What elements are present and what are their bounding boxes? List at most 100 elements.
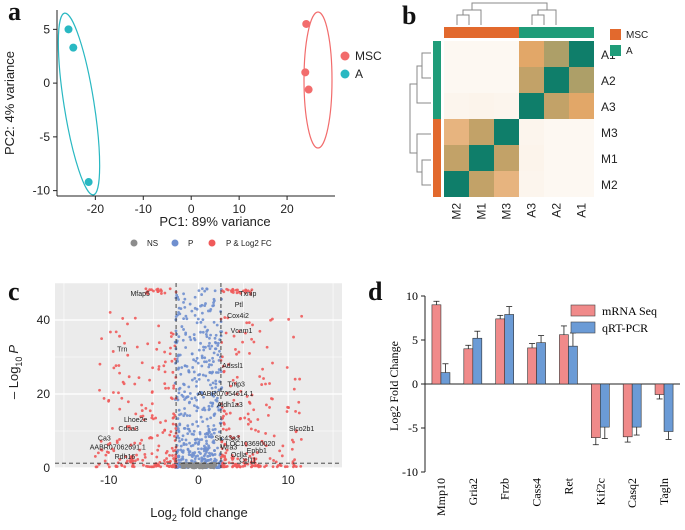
- volcano-point-fc: [257, 430, 260, 433]
- volcano-point-fc: [291, 460, 295, 464]
- volcano-point-fc: [172, 416, 176, 419]
- volcano-point-fc: [250, 288, 254, 292]
- volcano-point-p: [209, 416, 213, 420]
- volcano-point-ns: [192, 466, 196, 470]
- volcano-point-p: [205, 287, 209, 291]
- volcano-point-p: [216, 371, 220, 374]
- bar-qrt-pcr: [663, 383, 674, 432]
- volcano-point-fc: [299, 464, 303, 468]
- volcano-point-p: [187, 370, 191, 374]
- volcano-point-fc: [256, 451, 259, 454]
- volcano-point-p: [212, 424, 216, 427]
- volcano-point-p: [190, 459, 194, 463]
- volcano-point-fc: [293, 458, 296, 461]
- volcano-point-fc: [264, 444, 268, 448]
- volcano-point-p: [205, 330, 209, 333]
- volcano-point-fc: [140, 403, 144, 407]
- volcano-point-fc: [272, 434, 276, 438]
- volcano-point-fc: [251, 453, 255, 456]
- volcano-point-fc: [300, 314, 304, 318]
- volcano-point-fc: [260, 383, 264, 386]
- volcano-point-fc: [166, 460, 169, 464]
- volcano-point-p: [208, 347, 212, 351]
- volcano-point-p: [217, 466, 221, 470]
- volcano-point-fc: [107, 465, 111, 469]
- volcano-point-p: [197, 377, 201, 381]
- volcano-point-p: [184, 314, 188, 318]
- volcano-point-fc: [141, 414, 145, 418]
- volcano-point-fc: [248, 351, 251, 355]
- pca-point-a: [69, 43, 78, 52]
- volcano-point-p: [190, 397, 194, 400]
- bar-mrna-seq: [495, 318, 505, 385]
- volcano-point-fc: [237, 463, 241, 467]
- volcano-point-p: [214, 398, 218, 402]
- volcano-point-p: [208, 454, 212, 458]
- volcano-point-p: [208, 363, 211, 367]
- volcano-gene-label: Lhoe2e: [124, 417, 147, 424]
- volcano-point-p: [192, 404, 196, 407]
- volcano-point-p: [187, 385, 191, 389]
- volcano-point-fc: [239, 416, 242, 420]
- volcano-point-p: [209, 383, 212, 387]
- heatmap-cell: [494, 41, 519, 67]
- volcano-point-fc: [239, 291, 243, 295]
- volcano-point-p: [190, 352, 194, 356]
- volcano-point-fc: [293, 377, 297, 381]
- volcano-gene-label: Ccl11: [239, 457, 256, 464]
- volcano-point-fc: [163, 428, 167, 432]
- volcano-point-fc: [157, 341, 161, 345]
- volcano-point-fc: [221, 289, 224, 293]
- heatmap-cell: [544, 171, 569, 197]
- volcano-point-fc: [225, 448, 229, 452]
- volcano-point-p: [183, 305, 187, 309]
- volcano-point-p: [206, 447, 210, 451]
- volcano-point-p: [218, 349, 221, 353]
- volcano-point-fc: [236, 402, 240, 406]
- volcano-point-fc: [174, 427, 178, 430]
- volcano-legend-p: P: [188, 239, 193, 248]
- volcano-point-fc: [223, 442, 227, 446]
- volcano-point-fc: [154, 416, 158, 420]
- volcano-point-p: [177, 335, 181, 339]
- heatmap-cell: [569, 67, 594, 93]
- volcano-gene-label: Trn: [117, 346, 127, 353]
- volcano-point-fc: [103, 459, 107, 463]
- volcano-point-fc: [163, 459, 166, 462]
- volcano-point-p: [186, 432, 190, 435]
- volcano-gene-label: Ca3: [98, 435, 111, 442]
- volcano-point-fc: [220, 405, 224, 409]
- volcano-point-fc: [290, 447, 294, 451]
- volcano-point-p: [211, 453, 215, 457]
- volcano-point-fc: [224, 451, 228, 455]
- heatmap-cell: [544, 67, 569, 93]
- volcano-point-fc: [121, 380, 125, 384]
- volcano-gene-label: Rdh16: [115, 454, 136, 461]
- volcano-point-fc: [172, 457, 175, 460]
- volcano-point-p: [211, 381, 215, 385]
- volcano-point-p: [182, 443, 186, 446]
- bar-y-tick-label: 10: [406, 289, 418, 303]
- volcano-point-p: [204, 332, 208, 336]
- volcano-point-p: [216, 353, 220, 357]
- volcano-point-p: [195, 380, 199, 383]
- volcano-point-fc: [221, 364, 225, 368]
- volcano-point-fc: [171, 397, 174, 401]
- volcano-point-fc: [221, 416, 225, 420]
- volcano-point-fc: [237, 350, 241, 354]
- heatmap-cell: [519, 67, 544, 93]
- pca-x-tick-label: 20: [280, 202, 294, 216]
- volcano-point-p: [202, 447, 206, 451]
- volcano-point-fc: [99, 439, 103, 443]
- volcano-point-p: [211, 356, 214, 360]
- volcano-point-p: [174, 329, 178, 333]
- bar-category-label: Kif2c: [593, 478, 607, 505]
- volcano-point-fc: [170, 359, 174, 363]
- volcano-point-p: [197, 348, 201, 352]
- volcano-point-fc: [292, 440, 295, 444]
- volcano-point-fc: [285, 410, 289, 413]
- volcano-point-fc: [157, 365, 161, 368]
- volcano-point-p: [195, 398, 199, 402]
- volcano-point-fc: [292, 465, 295, 469]
- bar-category-label: Cass4: [530, 478, 544, 507]
